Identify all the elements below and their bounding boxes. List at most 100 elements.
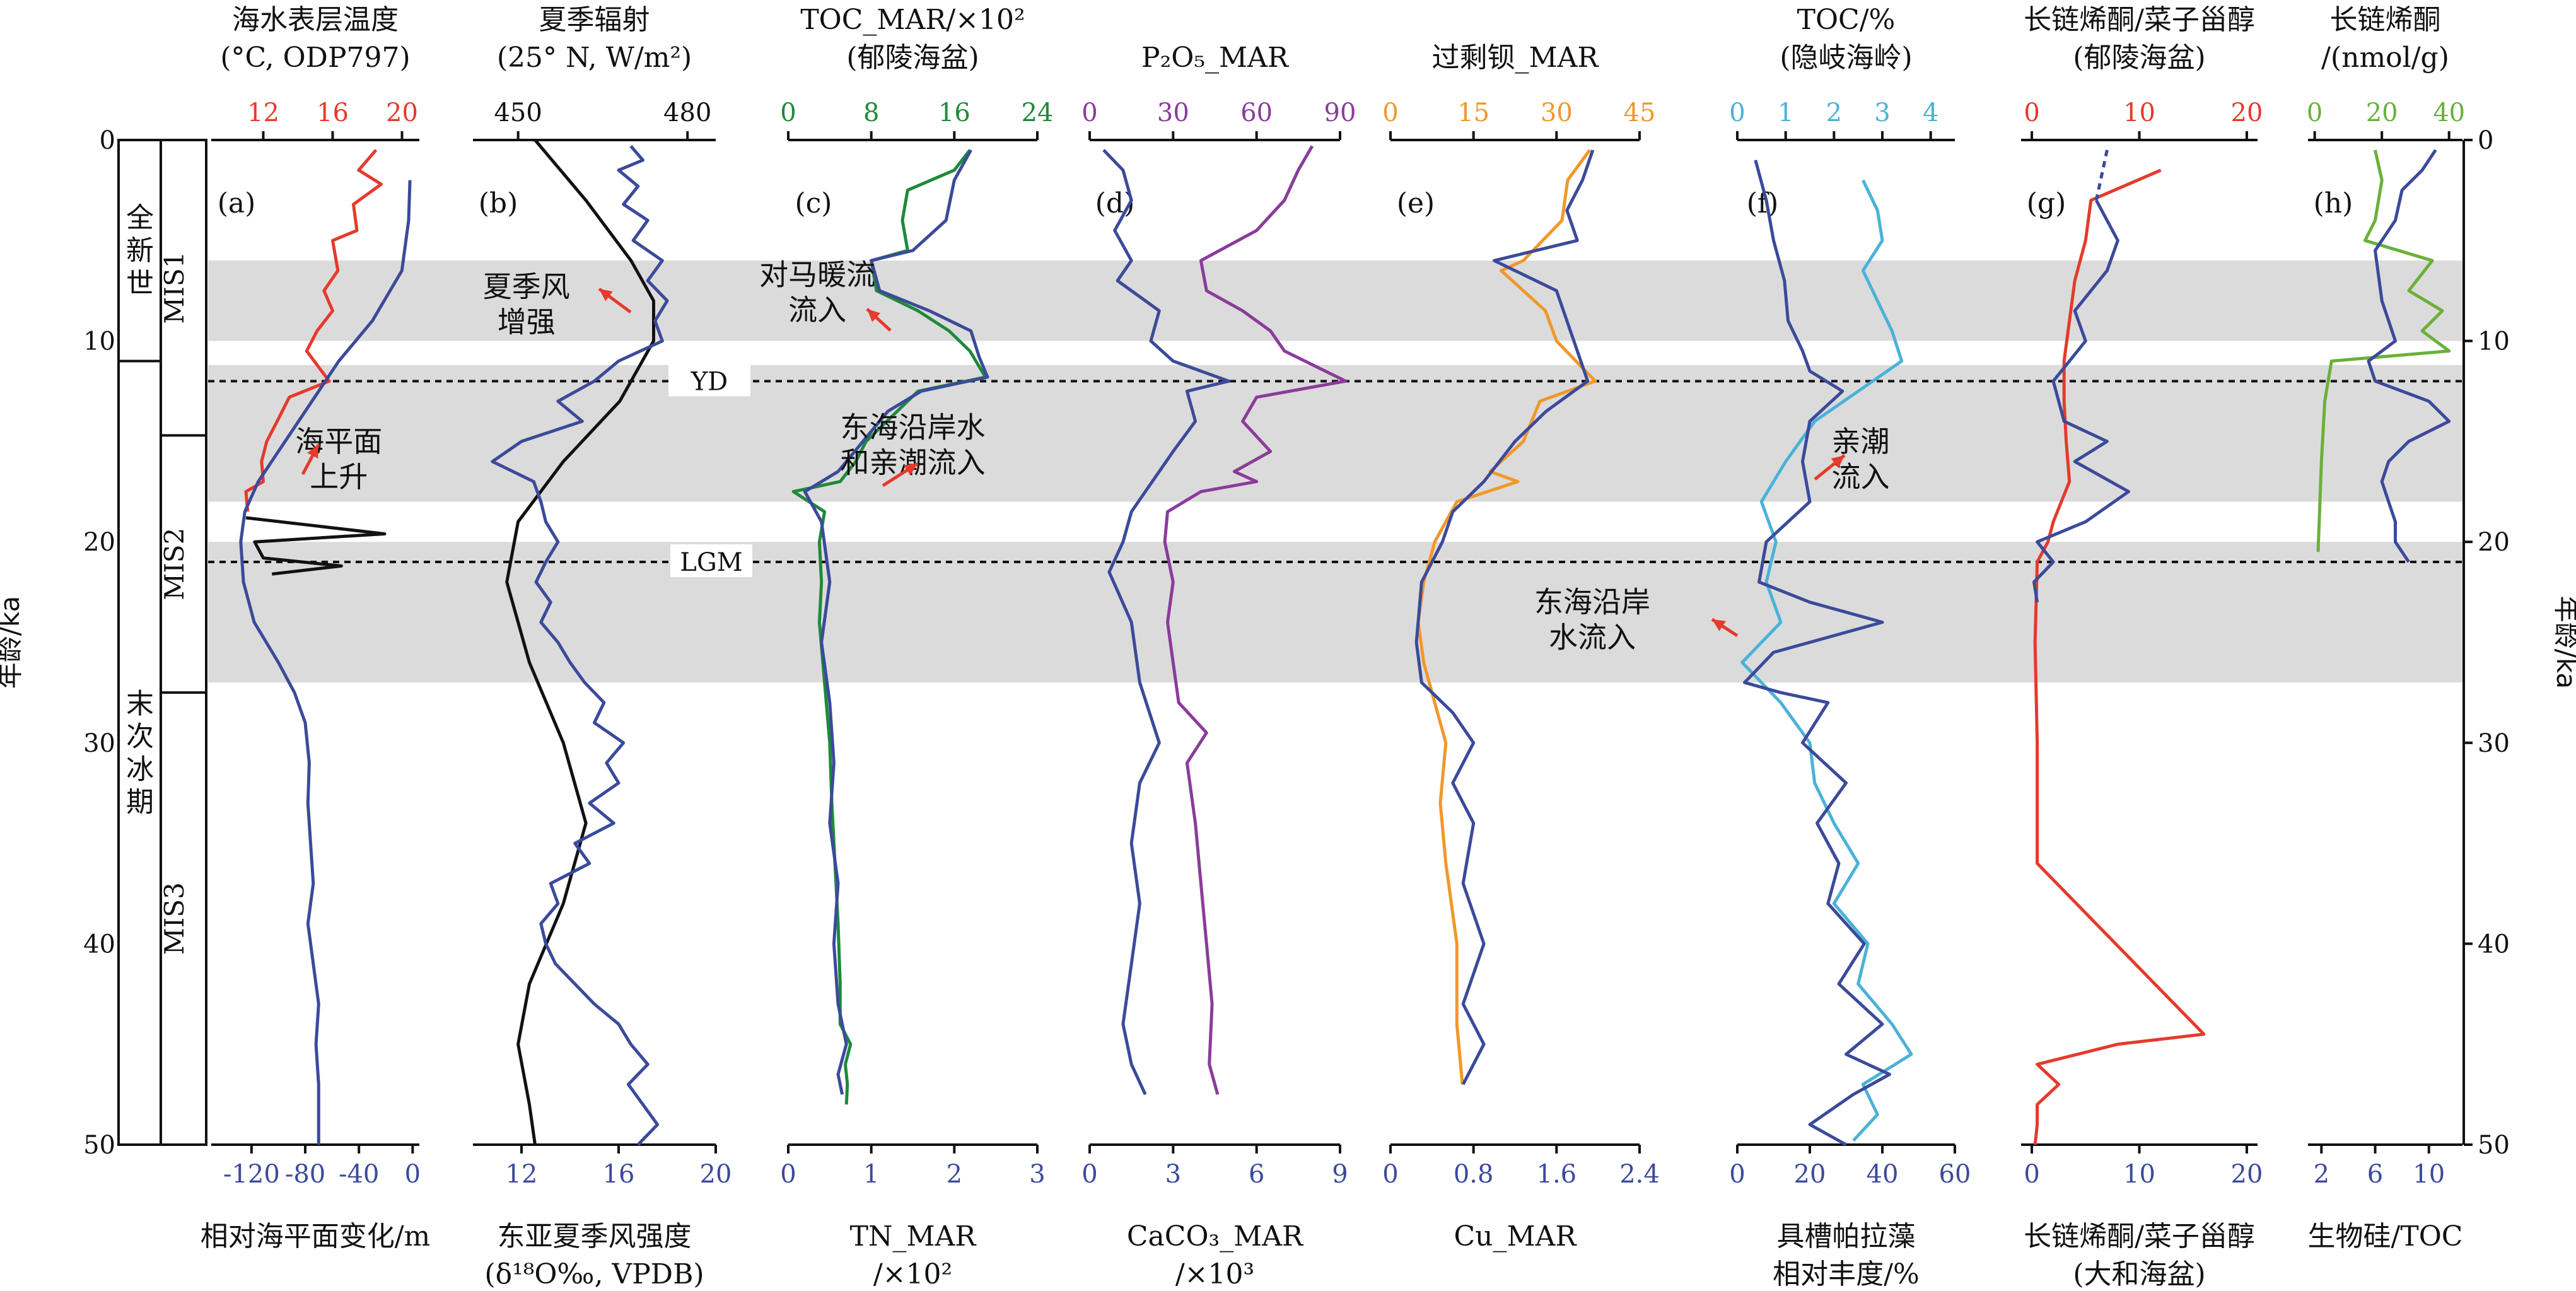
right-age-tick-label: 40 bbox=[2478, 930, 2510, 959]
panel-top-title: 夏季辐射 bbox=[539, 4, 650, 36]
panel-top-title: 过剩钡_MAR bbox=[1432, 42, 1600, 74]
stage-label-mis1: MIS1 bbox=[159, 252, 190, 324]
panel-bottom-title: 长链烯酮/菜子甾醇 bbox=[2024, 1220, 2255, 1253]
panel-top-title: TOC_MAR/×10² bbox=[800, 4, 1025, 36]
panel-1: 450 480 夏季辐射 (25° N, W/m²) 12 16 20 东亚夏季风强度 (δ¹⁸… bbox=[473, 4, 731, 1290]
panel-top-tick-label: 30 bbox=[1157, 98, 1189, 127]
series-line-0-0 bbox=[244, 149, 383, 512]
shaded-band-0 bbox=[208, 260, 2462, 341]
left-age-tick-label: 20 bbox=[83, 528, 115, 557]
panel-bottom-tick-label: 0 bbox=[1081, 1160, 1097, 1189]
panel-bottom-tick-label: 9 bbox=[1332, 1160, 1348, 1189]
panel-4: 0 15 30 45 过剩钡_MAR 0 0.8 1.6 2.4 Cu_MAR (e) bbox=[1382, 42, 1660, 1253]
panel-top-tick-label: 480 bbox=[663, 98, 711, 127]
left-age-tick-label: 40 bbox=[83, 930, 115, 959]
panel-bottom-tick-label: 1.6 bbox=[1537, 1160, 1577, 1189]
panel-top-tick-label: 40 bbox=[2433, 98, 2465, 127]
panel-top-tick-label: 60 bbox=[1240, 98, 1273, 127]
stage-label-mis3: MIS3 bbox=[159, 882, 190, 955]
panel-bottom-tick-label: 10 bbox=[2413, 1160, 2445, 1189]
panel-top-title: /(nmol/g) bbox=[2321, 42, 2449, 74]
panel-bottom-tick-label: -40 bbox=[339, 1160, 379, 1189]
series-line-1-1 bbox=[491, 144, 669, 1146]
annotation-label: 东海沿岸 bbox=[1534, 585, 1650, 619]
panel-letter: (f) bbox=[1747, 187, 1779, 219]
epoch-column bbox=[117, 139, 163, 1146]
panel-2: 0 8 16 24 TOC_MAR/×10² (郁陵海盆) 0 1 2 3 TN_MAR /×10² (… bbox=[759, 4, 1053, 1290]
panel-top-title: P₂O₅_MAR bbox=[1141, 42, 1290, 74]
panel-top-tick-label: 0 bbox=[2307, 98, 2322, 127]
epoch-label-1: 期 bbox=[126, 786, 154, 819]
epoch-label-1: 次 bbox=[126, 721, 154, 753]
panel-bottom-title: CaCO₃_MAR bbox=[1127, 1220, 1304, 1253]
annotation-label: 和亲潮流入 bbox=[841, 446, 986, 480]
stage-column bbox=[160, 139, 207, 1146]
panel-bottom-tick-label: 2 bbox=[2314, 1160, 2329, 1189]
right-age-tick-label: 30 bbox=[2478, 729, 2510, 758]
panel-bottom-title: 东亚夏季风强度 bbox=[498, 1220, 692, 1253]
panel-top-tick-label: 0 bbox=[1729, 98, 1745, 127]
series-line-5-0 bbox=[1740, 179, 1913, 1142]
panel-top-title: (°C, ODP797) bbox=[220, 42, 410, 74]
epoch-label-0: 全 bbox=[126, 202, 154, 234]
panel-6: 0 10 20 长链烯酮/菜子甾醇 (郁陵海盆) 0 10 20 长链烯酮/菜子甾醇 (大和海盆)… bbox=[2021, 4, 2263, 1290]
series-line-0-2 bbox=[239, 180, 412, 1145]
left-age-tick-label: 10 bbox=[83, 327, 115, 356]
series-line-6-0 bbox=[2033, 168, 2206, 1145]
series-line-4-1 bbox=[1414, 149, 1595, 1085]
epoch-label-0: 世 bbox=[126, 267, 154, 300]
annotation-label: 对马暖流 bbox=[759, 257, 875, 291]
panel-bottom-tick-label: 6 bbox=[1249, 1160, 1264, 1189]
left-age-tick-label: 50 bbox=[83, 1131, 115, 1160]
epoch-label-1: 冰 bbox=[126, 754, 154, 786]
annotation-label: 流入 bbox=[1832, 460, 1890, 494]
panel-top-tick-label: 3 bbox=[1874, 98, 1890, 127]
reference-label-lgm: LGM bbox=[680, 548, 742, 577]
epoch-label-1: 末 bbox=[126, 688, 154, 720]
annotation-label: 上升 bbox=[310, 460, 368, 494]
panel-letter: (c) bbox=[795, 187, 832, 219]
annotation-label: 夏季风 bbox=[483, 270, 570, 304]
panel-bottom-tick-label: 2.4 bbox=[1619, 1160, 1660, 1189]
epoch-label-0: 新 bbox=[126, 235, 154, 267]
annotation-arrowhead-4 bbox=[1831, 455, 1845, 468]
panel-letter: (a) bbox=[218, 187, 256, 219]
panel-bottom-tick-label: 10 bbox=[2123, 1160, 2155, 1189]
panel-top-title: (25° N, W/m²) bbox=[497, 42, 692, 74]
left-age-axis-title: 年龄/ka bbox=[0, 596, 25, 689]
panel-bottom-title: (大和海盆) bbox=[2073, 1258, 2205, 1290]
annotation-label: 增强 bbox=[498, 305, 556, 339]
panel-0: 12 16 20 海水表层温度 (°C, ODP797) -120 -80 -40 0 相对海平面… bbox=[201, 4, 431, 1253]
panel-top-tick-label: 450 bbox=[494, 98, 542, 127]
panel-bottom-tick-label: 3 bbox=[1165, 1160, 1181, 1189]
panel-top-title: 长链烯酮/菜子甾醇 bbox=[2024, 4, 2255, 36]
panel-bottom-tick-label: 0.8 bbox=[1454, 1160, 1494, 1189]
panel-bottom-tick-label: 0 bbox=[1729, 1160, 1745, 1189]
panel-top-title: 海水表层温度 bbox=[232, 4, 399, 36]
panel-bottom-title: 生物硅/TOC bbox=[2308, 1220, 2463, 1253]
panel-bottom-tick-label: 20 bbox=[1794, 1160, 1826, 1189]
reference-label-yd: YD bbox=[691, 367, 728, 396]
series-line-6-2 bbox=[2094, 149, 2109, 201]
panel-top-tick-label: 30 bbox=[1541, 98, 1573, 127]
annotation-arrowhead-0 bbox=[307, 445, 318, 459]
panel-bottom-tick-label: 0 bbox=[780, 1160, 796, 1189]
panel-bottom-tick-label: 20 bbox=[2231, 1160, 2263, 1189]
panel-bottom-tick-label: 60 bbox=[1939, 1160, 1971, 1189]
panel-letter: (g) bbox=[2027, 187, 2066, 219]
panel-bottom-tick-label: -80 bbox=[285, 1160, 325, 1189]
panel-top-title: TOC/% bbox=[1797, 4, 1896, 36]
panel-top-tick-label: 4 bbox=[1923, 98, 1938, 127]
annotation-label: 东海沿岸水 bbox=[841, 411, 986, 445]
panel-bottom-tick-label: -120 bbox=[223, 1160, 280, 1189]
panel-top-tick-label: 0 bbox=[780, 98, 796, 127]
right-age-tick-label: 50 bbox=[2478, 1131, 2510, 1160]
panel-top-title: 长链烯酮 bbox=[2330, 4, 2441, 36]
panel-top-tick-label: 16 bbox=[317, 98, 349, 127]
panel-7: 0 20 40 长链烯酮 /(nmol/g) 2 6 10 生物硅/TOC (h) bbox=[2307, 4, 2465, 1253]
panel-top-tick-label: 0 bbox=[1081, 98, 1097, 127]
annotation-arrowhead-2 bbox=[867, 309, 881, 322]
